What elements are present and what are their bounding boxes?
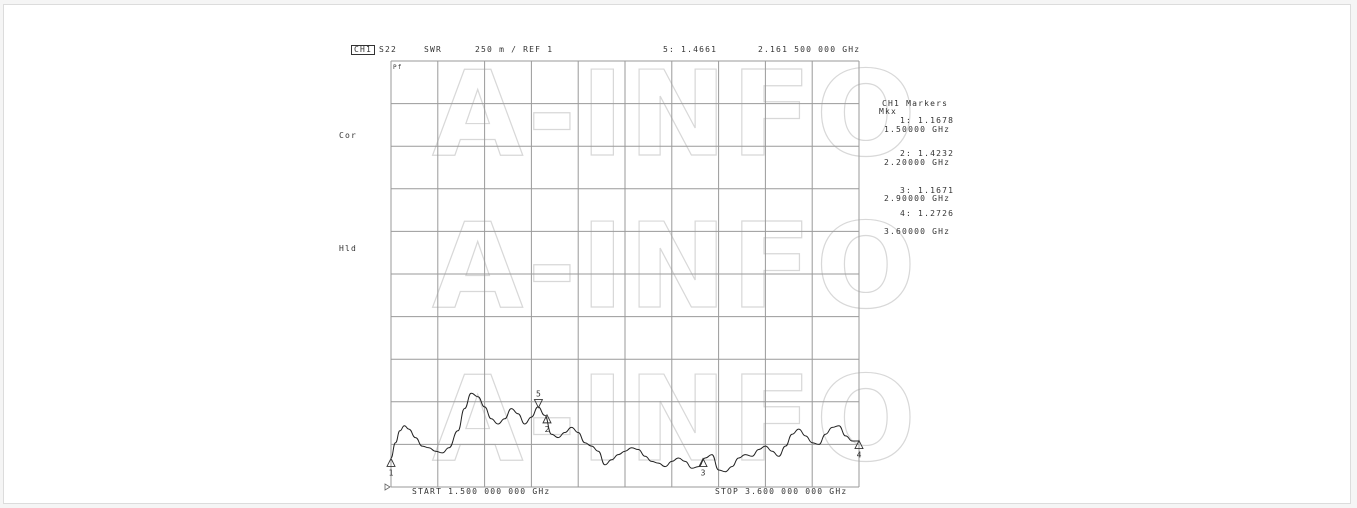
trace-layer [390,392,859,473]
marker-1-symbol [386,457,396,467]
markers-panel-title: CH1 Markers [882,99,949,108]
watermark: A-INFO A-INFO A-INFO [431,44,920,488]
watermark-text-2: A-INFO [432,197,920,335]
marker-2-symbol [542,413,552,424]
marker-4-label: 4 [857,451,862,460]
marker-3-symbol [698,457,708,467]
analyzer-screen: A-INFO A-INFO A-INFO 1 2 3 4 5 CH1 S22 SWR 250… [3,4,1351,504]
watermark-text-1: A-INFO [432,45,920,183]
trace-line-1 [390,392,859,473]
marker-3-frequency: 2.90000 GHz [884,194,951,203]
marker-2-label: 2 [545,425,550,434]
watermark-text-3: A-INFO [432,350,920,488]
trace-plot: A-INFO A-INFO A-INFO 1 2 3 4 5 [384,44,920,491]
marker-4-symbol [854,439,864,449]
format-label: SWR [424,45,443,54]
marker-5-label: 5 [536,390,541,399]
marker-2-frequency: 2.20000 GHz [884,158,951,167]
marker-2-value: 2: 1.4232 [900,149,955,158]
marker-1-frequency: 1.50000 GHz [884,125,951,134]
marker-1-value: 1: 1.1678 [900,116,955,125]
marker-1-label: 1 [389,468,394,477]
power-annotation: Pf [393,64,403,71]
reference-line-arrow [384,483,391,491]
scale-label: 250 m / REF 1 [475,45,554,54]
hold-annotation: Hld [339,244,358,253]
marker-4-value: 4: 1.2726 [900,209,955,218]
marker-3-label: 3 [701,469,706,478]
stop-frequency: STOP 3.600 000 000 GHz [715,487,848,496]
graticule [384,60,860,491]
marker-3-value: 3: 1.1671 [900,186,955,195]
active-marker-value: 5: 1.4661 [663,45,718,54]
marker-5-symbol [533,399,544,409]
marker-layer: 1 2 3 4 5 [386,390,864,478]
parameter-label: S22 [379,45,398,54]
correction-annotation: Cor [339,131,358,140]
start-frequency: START 1.500 000 000 GHz [412,487,551,496]
channel-indicator: CH1 [351,45,376,55]
active-marker-frequency: 2.161 500 000 GHz [758,45,861,54]
markers-panel-subtitle: Mkx [879,107,898,116]
marker-4-frequency: 3.60000 GHz [884,227,951,236]
